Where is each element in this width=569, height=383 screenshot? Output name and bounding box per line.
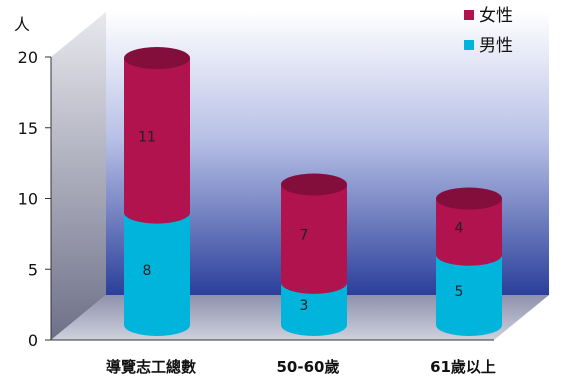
data-label: 11	[138, 129, 156, 145]
legend-label: 男性	[479, 36, 513, 56]
y-axis: 0 5 10 15 20 人	[14, 15, 52, 350]
cylinder-segment	[436, 254, 502, 336]
cylinder-segment	[281, 282, 347, 336]
cylinder-top	[436, 187, 502, 210]
y-tick-label: 5	[28, 260, 38, 279]
cylinder-segment	[124, 212, 190, 336]
x-axis: 導覽志工總數 50-60歲 61歲以上	[51, 339, 496, 376]
cylinder-stack: 54	[436, 187, 502, 336]
side-wall	[51, 12, 106, 340]
data-label: 3	[300, 298, 309, 314]
cylinder-top	[124, 47, 190, 70]
cylinder-segment	[436, 198, 502, 266]
y-tick-label: 0	[28, 331, 38, 350]
x-category-label: 導覽志工總數	[106, 358, 196, 376]
data-label: 4	[455, 221, 464, 237]
data-label: 5	[455, 284, 464, 300]
data-label: 7	[300, 228, 309, 244]
y-axis-unit-label: 人	[14, 15, 30, 34]
x-category-label: 50-60歲	[277, 358, 340, 376]
x-category-label: 61歲以上	[430, 358, 496, 376]
legend-swatch	[464, 10, 474, 20]
cylinder-top	[281, 173, 347, 196]
cylinder-stack: 8 11	[124, 47, 190, 336]
cylinder-segment	[281, 184, 347, 294]
cylinder-stack: 37	[281, 173, 347, 336]
y-tick-label: 10	[18, 190, 38, 209]
y-tick-label: 15	[18, 119, 38, 138]
legend-swatch	[464, 40, 474, 50]
legend-label: 女性	[479, 6, 513, 26]
cylinder-segment	[124, 58, 190, 224]
y-tick-label: 20	[18, 48, 38, 67]
data-label: 8	[143, 263, 152, 279]
